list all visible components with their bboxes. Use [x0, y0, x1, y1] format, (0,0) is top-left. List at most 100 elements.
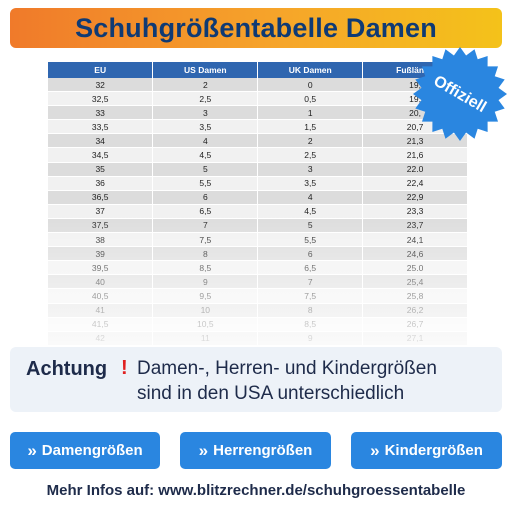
table-cell: 40 — [48, 274, 154, 290]
warning-icon: ! — [121, 357, 128, 379]
table-cell: 1,5 — [257, 119, 364, 135]
notice-text-line2: sind in den USA unterschiedlich — [137, 383, 405, 404]
table-cell: 22,9 — [362, 190, 468, 205]
table-cell: 23,7 — [362, 218, 468, 234]
table-row: 32 2 0 19, — [48, 78, 468, 93]
table-row: 41 10 8 26,2 — [48, 303, 468, 318]
table-row: 34 4 2 21,3 — [48, 133, 468, 149]
table-cell: 41 — [48, 303, 154, 318]
table-cell: 10,5 — [152, 317, 259, 332]
table-cell: 40,5 — [48, 288, 154, 304]
table-cell: 26,2 — [362, 303, 468, 318]
table-cell: 5 — [152, 162, 259, 177]
table-row: 41,5 10,5 8,5 26,7 — [48, 317, 468, 332]
table-cell: 32,5 — [48, 91, 154, 107]
table-cell: 11 — [152, 331, 259, 346]
table-cell: 8,5 — [257, 317, 364, 332]
table-cell: 27,1 — [362, 331, 468, 346]
notice-label: Achtung — [26, 358, 108, 380]
chevron-right-icon: » — [370, 440, 380, 460]
table-row: 35 5 3 22.0 — [48, 162, 468, 177]
table-cell: 4 — [152, 133, 259, 149]
table-cell: 6,5 — [152, 204, 259, 219]
table-cell: 21,6 — [362, 147, 468, 163]
table-cell: 6,5 — [257, 260, 364, 276]
table-cell: 2 — [152, 78, 259, 93]
table-row: 40,5 9,5 7,5 25,8 — [48, 288, 468, 304]
table-body: 32 2 0 19, 32,5 2,5 0,5 19, 33 3 1 20, 33,5 3,5 1,5 20,… — [48, 78, 468, 346]
table-cell: 8 — [257, 303, 364, 318]
men-sizes-label: Herrengrößen — [213, 442, 313, 459]
table-row: 39 8 6 24,6 — [48, 246, 468, 262]
table-cell: 9,5 — [152, 288, 259, 304]
table-row: 40 9 7 25,4 — [48, 274, 468, 290]
table-cell: 41,5 — [48, 317, 154, 332]
table-cell: 4,5 — [257, 204, 364, 219]
table-cell: 4,5 — [152, 147, 259, 163]
table-cell: 9 — [152, 274, 259, 290]
page-title: Schuhgrößentabelle Damen — [75, 12, 437, 43]
table-cell: 8 — [152, 246, 259, 262]
chevron-right-icon: » — [27, 440, 37, 460]
table-cell: 39,5 — [48, 260, 154, 276]
table-cell: 7,5 — [257, 288, 364, 304]
table-cell: 22.0 — [362, 162, 468, 177]
footer-info: Mehr Infos auf: www.blitzrechner.de/schu… — [46, 482, 466, 499]
size-table-container: EU US Damen UK Damen Fußlänge 32 2 0 19, 32,… — [48, 62, 468, 352]
table-cell: 2,5 — [257, 147, 364, 163]
table-cell: 24,6 — [362, 246, 468, 262]
table-cell: 5 — [257, 218, 364, 234]
notice-box: Achtung ! Damen-, Herren- und Kindergröß… — [10, 347, 502, 412]
kids-sizes-button[interactable]: » Kindergrößen — [351, 432, 502, 469]
table-cell: 0 — [257, 78, 364, 93]
table-row: 36,5 6 4 22,9 — [48, 190, 468, 205]
table-cell: 25.0 — [362, 260, 468, 276]
table-row: 37 6,5 4,5 23,3 — [48, 204, 468, 219]
table-cell: 34 — [48, 133, 154, 149]
table-cell: 39 — [48, 246, 154, 262]
table-row: 32,5 2,5 0,5 19, — [48, 91, 468, 107]
table-row: 37,5 7 5 23,7 — [48, 218, 468, 234]
table-cell: 3,5 — [152, 119, 259, 135]
table-row: 36 5,5 3,5 22,4 — [48, 176, 468, 191]
table-row: 42 11 9 27,1 — [48, 331, 468, 346]
table-cell: 0,5 — [257, 91, 364, 107]
table-row: 38 7,5 5,5 24,1 — [48, 232, 468, 248]
women-sizes-button[interactable]: » Damengrößen — [10, 432, 160, 469]
table-cell: 2,5 — [152, 91, 259, 107]
chevron-right-icon: » — [198, 440, 209, 460]
table-cell: 35 — [48, 162, 154, 177]
column-header-uk: UK Damen — [257, 62, 364, 78]
table-cell: 36,5 — [48, 190, 154, 205]
table-header-row: EU US Damen UK Damen Fußlänge — [48, 62, 468, 78]
table-cell: 7 — [257, 274, 364, 290]
table-cell: 25,4 — [362, 274, 468, 290]
table-cell: 6 — [152, 190, 259, 205]
title-banner: Schuhgrößentabelle Damen — [10, 8, 502, 48]
table-cell: 24,1 — [362, 232, 468, 248]
column-header-eu: EU — [48, 62, 154, 78]
table-row: 33 3 1 20, — [48, 105, 468, 121]
table-cell: 5,5 — [257, 232, 364, 248]
table-cell: 5,5 — [152, 176, 259, 191]
table-cell: 33,5 — [48, 119, 154, 135]
badge-star-shape — [413, 47, 507, 141]
table-cell: 7 — [152, 218, 259, 234]
notice-text-line1: Damen-, Herren- und Kindergrößen — [137, 358, 437, 379]
table-cell: 2 — [257, 133, 364, 149]
table-cell: 32 — [48, 78, 154, 93]
men-sizes-button[interactable]: » Herrengrößen — [180, 432, 331, 469]
table-cell: 1 — [257, 105, 364, 121]
table-cell: 6 — [257, 246, 364, 262]
table-cell: 4 — [257, 190, 364, 205]
table-cell: 3,5 — [257, 176, 364, 191]
table-row: 34,5 4,5 2,5 21,6 — [48, 147, 468, 163]
table-cell: 21,3 — [362, 133, 468, 149]
table-cell: 37 — [48, 204, 154, 219]
table-cell: 36 — [48, 176, 154, 191]
table-cell: 23,3 — [362, 204, 468, 219]
table-cell: 22,4 — [362, 176, 468, 191]
column-header-us: US Damen — [152, 62, 259, 78]
table-cell: 37,5 — [48, 218, 154, 234]
table-cell: 25,8 — [362, 288, 468, 304]
